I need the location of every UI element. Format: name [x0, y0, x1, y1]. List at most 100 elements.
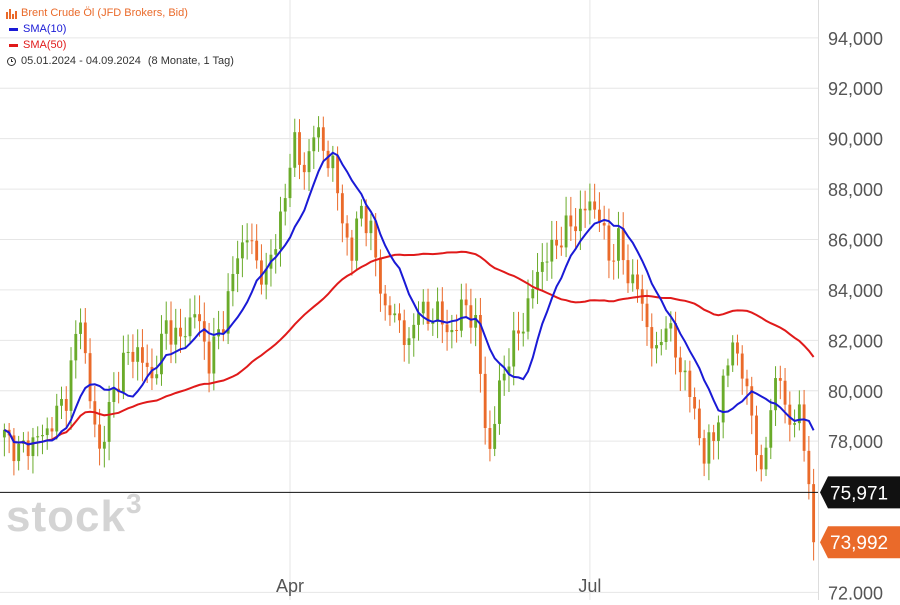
candle-body	[540, 262, 544, 272]
period-detail: (8 Monate, 1 Tag)	[147, 55, 234, 67]
candle	[412, 313, 416, 357]
candle-body	[231, 273, 235, 292]
candle	[640, 274, 644, 321]
candle	[74, 320, 78, 379]
candle-body	[83, 322, 87, 354]
candle-body	[2, 429, 6, 438]
candle-body	[502, 373, 506, 381]
candle	[331, 145, 335, 182]
candle	[459, 283, 463, 338]
candle	[712, 424, 716, 460]
candle	[812, 468, 816, 561]
candle-body	[455, 329, 459, 331]
candle	[693, 387, 697, 420]
candle	[593, 183, 597, 219]
candle	[569, 196, 573, 241]
candle-body	[169, 320, 173, 345]
candle-body	[512, 330, 516, 367]
candle	[526, 279, 530, 340]
legend-sma10: SMA(10)	[6, 21, 234, 37]
candle	[626, 244, 630, 293]
candle-body	[459, 299, 463, 331]
candle-body	[283, 198, 287, 212]
candle-body	[26, 440, 30, 457]
candle-body	[236, 258, 240, 274]
candle	[136, 329, 140, 381]
candle	[83, 308, 87, 364]
candle	[198, 295, 201, 337]
candle-body	[626, 260, 630, 284]
candle-body	[250, 240, 254, 242]
candle-body	[145, 362, 149, 367]
candle-body	[326, 150, 330, 169]
candle	[688, 360, 692, 413]
candle	[650, 313, 654, 367]
candle	[307, 139, 311, 192]
candle	[778, 365, 782, 400]
candle	[731, 335, 735, 372]
candle-body	[755, 415, 758, 456]
candle-body	[60, 398, 63, 406]
candle	[750, 376, 754, 435]
candle	[179, 308, 182, 353]
candle-body	[664, 328, 668, 342]
x-axis: Apr Jul	[276, 576, 601, 596]
candle-body	[79, 322, 82, 334]
candle-body	[69, 360, 73, 411]
candle-body	[674, 323, 678, 358]
candle	[607, 208, 611, 279]
candle-body	[279, 211, 282, 250]
candle-body	[31, 437, 35, 457]
candle	[621, 212, 625, 275]
candle-body	[426, 301, 430, 324]
candle-body	[736, 342, 739, 354]
candle	[707, 424, 711, 481]
candle	[245, 223, 249, 260]
candle-body	[650, 327, 654, 349]
x-tick-label: Jul	[578, 576, 601, 596]
candle	[193, 295, 197, 329]
candle-body	[612, 260, 616, 262]
grid-lines	[0, 0, 818, 600]
candle-body	[702, 438, 706, 464]
candle	[521, 312, 525, 347]
candle-body	[450, 329, 454, 333]
candle-body	[759, 455, 763, 470]
candle-body	[683, 370, 687, 373]
candle-body	[783, 380, 787, 405]
x-tick-label: Apr	[276, 576, 304, 596]
candle-body	[98, 424, 102, 449]
candle	[88, 338, 92, 409]
last-price-label: 73,992	[830, 533, 888, 554]
candle-body	[140, 347, 144, 363]
candle-body	[559, 245, 563, 248]
candle	[802, 389, 806, 462]
candle-body	[731, 342, 735, 366]
candle	[64, 386, 68, 428]
legend-period: 05.01.2024 - 04.09.2024 (8 Monate, 1 Tag…	[6, 53, 234, 69]
candle-body	[812, 484, 816, 543]
candle-body	[721, 375, 725, 423]
candle-body	[302, 164, 306, 173]
candle	[755, 405, 758, 472]
candle	[345, 215, 349, 256]
candle	[726, 358, 730, 388]
candle-body	[417, 313, 420, 325]
candle	[450, 314, 454, 349]
candle-body	[331, 155, 335, 169]
candle-body	[750, 386, 754, 416]
candle	[493, 406, 497, 457]
candle-body	[488, 428, 492, 449]
candle	[69, 347, 73, 430]
candle-body	[112, 388, 116, 403]
candle	[498, 362, 501, 435]
candle	[340, 184, 344, 243]
candle-body	[636, 274, 639, 290]
last-price-tag	[820, 526, 900, 559]
candle-body	[374, 220, 378, 258]
candle	[631, 259, 635, 292]
candle-body	[436, 301, 439, 322]
candle	[436, 287, 439, 339]
